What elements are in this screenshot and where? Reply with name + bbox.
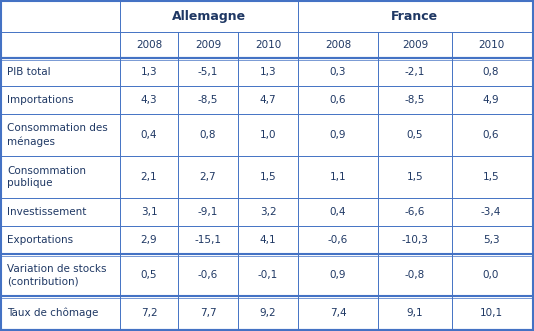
Text: 0,0: 0,0 xyxy=(483,270,499,280)
Text: 1,5: 1,5 xyxy=(483,172,499,182)
Text: -6,6: -6,6 xyxy=(405,207,425,217)
Text: 3,1: 3,1 xyxy=(140,207,158,217)
Text: 10,1: 10,1 xyxy=(480,308,502,318)
Text: 2008: 2008 xyxy=(136,40,162,50)
Text: 0,6: 0,6 xyxy=(483,130,499,140)
Text: 0,8: 0,8 xyxy=(483,67,499,77)
Text: 0,9: 0,9 xyxy=(330,270,346,280)
Text: 9,2: 9,2 xyxy=(260,308,276,318)
Text: 1,3: 1,3 xyxy=(260,67,276,77)
Text: -0,6: -0,6 xyxy=(328,235,348,245)
Text: 0,8: 0,8 xyxy=(200,130,216,140)
Text: Allemagne: Allemagne xyxy=(172,10,246,23)
Text: 2009: 2009 xyxy=(195,40,221,50)
Text: -5,1: -5,1 xyxy=(198,67,218,77)
Text: -9,1: -9,1 xyxy=(198,207,218,217)
Text: 0,3: 0,3 xyxy=(330,67,346,77)
Text: 4,7: 4,7 xyxy=(260,95,276,105)
Text: 7,7: 7,7 xyxy=(200,308,216,318)
Text: 2009: 2009 xyxy=(402,40,428,50)
Text: 1,0: 1,0 xyxy=(260,130,276,140)
Text: 2008: 2008 xyxy=(325,40,351,50)
Text: Consommation
publique: Consommation publique xyxy=(7,166,86,188)
Text: 0,5: 0,5 xyxy=(407,130,423,140)
Text: 5,3: 5,3 xyxy=(483,235,499,245)
Text: -10,3: -10,3 xyxy=(402,235,428,245)
Text: 0,9: 0,9 xyxy=(330,130,346,140)
Text: 0,6: 0,6 xyxy=(330,95,346,105)
Text: Consommation des
ménages: Consommation des ménages xyxy=(7,123,108,147)
Text: 9,1: 9,1 xyxy=(407,308,423,318)
Text: 4,9: 4,9 xyxy=(483,95,499,105)
Text: Exportations: Exportations xyxy=(7,235,73,245)
Text: 3,2: 3,2 xyxy=(260,207,276,217)
Text: -0,6: -0,6 xyxy=(198,270,218,280)
Text: 2,7: 2,7 xyxy=(200,172,216,182)
Text: -3,4: -3,4 xyxy=(481,207,501,217)
Text: 7,4: 7,4 xyxy=(329,308,347,318)
Text: 0,4: 0,4 xyxy=(141,130,157,140)
Text: 2010: 2010 xyxy=(255,40,281,50)
Text: France: France xyxy=(390,10,437,23)
Text: Investissement: Investissement xyxy=(7,207,87,217)
Text: -0,1: -0,1 xyxy=(258,270,278,280)
Text: -8,5: -8,5 xyxy=(405,95,425,105)
Text: 2,9: 2,9 xyxy=(140,235,158,245)
Text: 1,3: 1,3 xyxy=(140,67,158,77)
Text: Taux de chômage: Taux de chômage xyxy=(7,308,98,318)
Text: 4,1: 4,1 xyxy=(260,235,276,245)
Text: 2,1: 2,1 xyxy=(140,172,158,182)
Text: 0,5: 0,5 xyxy=(141,270,157,280)
Text: 1,1: 1,1 xyxy=(329,172,347,182)
Text: 1,5: 1,5 xyxy=(407,172,423,182)
Text: -2,1: -2,1 xyxy=(405,67,425,77)
Text: 0,4: 0,4 xyxy=(330,207,346,217)
Text: 2010: 2010 xyxy=(478,40,504,50)
Text: 4,3: 4,3 xyxy=(140,95,158,105)
Text: Variation de stocks
(contribution): Variation de stocks (contribution) xyxy=(7,264,106,286)
Text: PIB total: PIB total xyxy=(7,67,51,77)
Text: -15,1: -15,1 xyxy=(194,235,222,245)
Text: Importations: Importations xyxy=(7,95,74,105)
Text: 7,2: 7,2 xyxy=(140,308,158,318)
Text: 1,5: 1,5 xyxy=(260,172,276,182)
Text: -8,5: -8,5 xyxy=(198,95,218,105)
Text: -0,8: -0,8 xyxy=(405,270,425,280)
